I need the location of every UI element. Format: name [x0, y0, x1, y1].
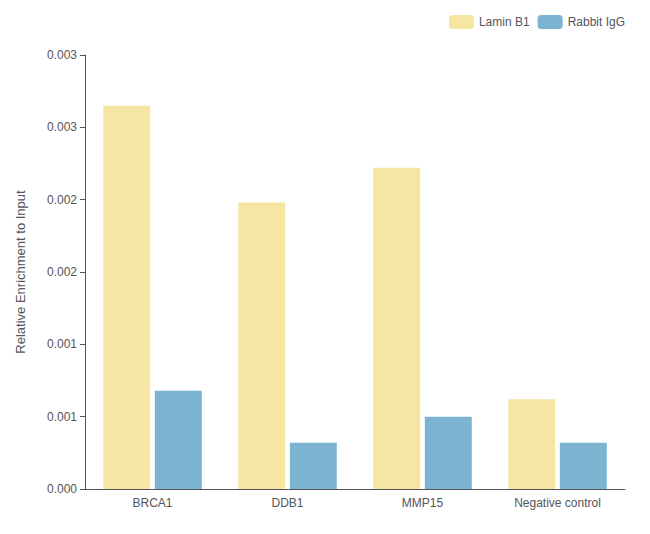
svg-text:Relative Enrichment to Input: Relative Enrichment to Input [13, 190, 28, 354]
svg-text:Negative control: Negative control [514, 496, 601, 510]
svg-text:0.002: 0.002 [47, 265, 77, 279]
svg-text:0.002: 0.002 [47, 193, 77, 207]
svg-text:MMP15: MMP15 [402, 496, 444, 510]
svg-text:Rabbit IgG: Rabbit IgG [568, 15, 625, 29]
svg-text:0.001: 0.001 [47, 410, 77, 424]
svg-text:DDB1: DDB1 [271, 496, 303, 510]
svg-text:0.001: 0.001 [47, 337, 77, 351]
svg-text:Lamin B1: Lamin B1 [479, 15, 530, 29]
svg-text:0.003: 0.003 [47, 48, 77, 62]
svg-text:BRCA1: BRCA1 [132, 496, 172, 510]
svg-text:0.000: 0.000 [47, 482, 77, 496]
svg-text:0.003: 0.003 [47, 120, 77, 134]
